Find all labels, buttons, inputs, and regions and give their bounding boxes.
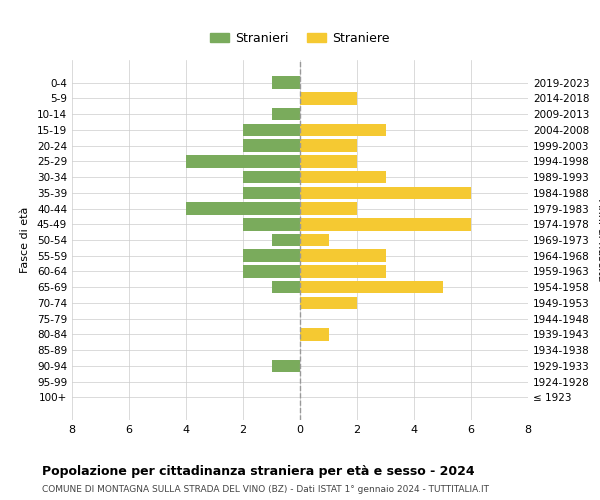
Bar bbox=[300, 92, 357, 104]
Y-axis label: Anni di nascita: Anni di nascita bbox=[596, 198, 600, 281]
Bar bbox=[300, 250, 386, 262]
Bar bbox=[300, 155, 357, 168]
Bar bbox=[300, 265, 386, 278]
Bar bbox=[243, 265, 300, 278]
Bar bbox=[300, 234, 329, 246]
Bar bbox=[243, 140, 300, 152]
Bar bbox=[300, 296, 357, 309]
Bar bbox=[243, 171, 300, 183]
Text: Popolazione per cittadinanza straniera per età e sesso - 2024: Popolazione per cittadinanza straniera p… bbox=[42, 465, 475, 478]
Y-axis label: Fasce di età: Fasce di età bbox=[20, 207, 30, 273]
Bar bbox=[300, 140, 357, 152]
Text: COMUNE DI MONTAGNA SULLA STRADA DEL VINO (BZ) - Dati ISTAT 1° gennaio 2024 - TUT: COMUNE DI MONTAGNA SULLA STRADA DEL VINO… bbox=[42, 485, 489, 494]
Bar bbox=[243, 186, 300, 199]
Bar bbox=[300, 328, 329, 340]
Legend: Stranieri, Straniere: Stranieri, Straniere bbox=[205, 26, 395, 50]
Bar bbox=[186, 155, 300, 168]
Bar bbox=[300, 218, 471, 230]
Bar bbox=[186, 202, 300, 215]
Bar bbox=[300, 186, 471, 199]
Bar bbox=[271, 234, 300, 246]
Bar bbox=[300, 281, 443, 293]
Bar bbox=[271, 108, 300, 120]
Bar bbox=[300, 171, 386, 183]
Bar bbox=[243, 250, 300, 262]
Bar bbox=[300, 124, 386, 136]
Bar bbox=[271, 281, 300, 293]
Bar bbox=[243, 124, 300, 136]
Bar bbox=[300, 202, 357, 215]
Bar bbox=[243, 218, 300, 230]
Bar bbox=[271, 76, 300, 89]
Bar bbox=[271, 360, 300, 372]
